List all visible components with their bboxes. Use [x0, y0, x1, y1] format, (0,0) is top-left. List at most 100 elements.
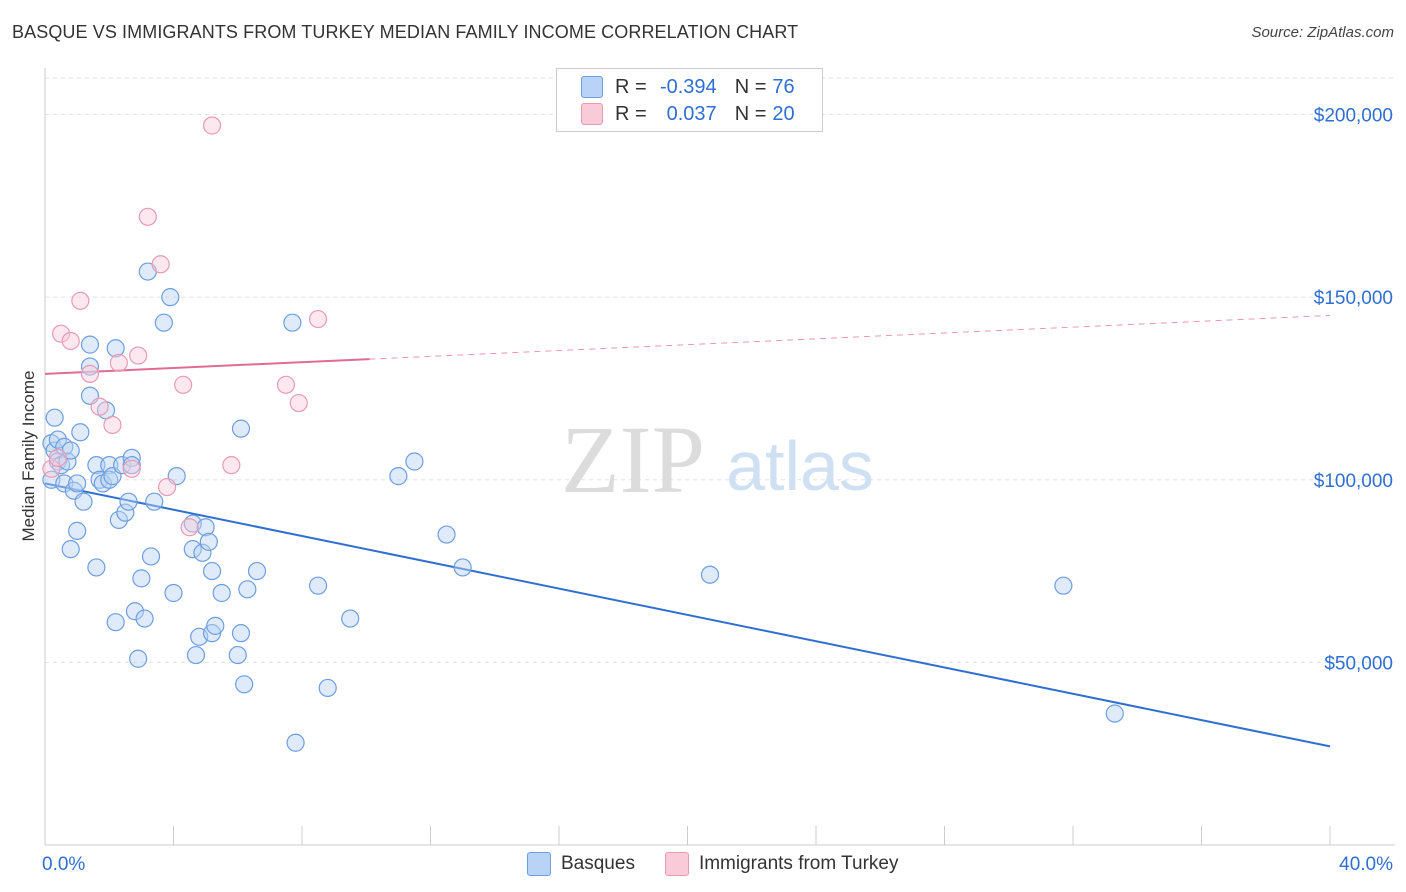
point-basques — [283, 313, 302, 332]
point-basques — [437, 525, 456, 544]
point-basques — [1105, 704, 1124, 723]
point-basques — [235, 675, 254, 694]
point-turkey — [308, 309, 328, 329]
y-tick-label: $50,000 — [1324, 653, 1393, 674]
legend-n-value: 76 — [772, 75, 795, 98]
point-basques — [196, 518, 215, 537]
point-basques — [132, 569, 151, 588]
legend-r-label: R = — [615, 102, 647, 125]
point-basques — [164, 583, 183, 603]
point-basques — [161, 288, 180, 307]
point-basques — [58, 452, 77, 471]
point-basques — [141, 547, 161, 566]
legend-r-value: 0.037 — [666, 102, 717, 125]
point-basques — [453, 558, 472, 577]
point-basques — [247, 561, 267, 581]
trend-lines — [44, 314, 1331, 748]
axes-layer — [44, 68, 1395, 846]
legend-swatch-blue — [581, 76, 603, 98]
point-turkey — [122, 459, 141, 478]
point-basques — [109, 510, 128, 530]
trend-line-solid-1 — [44, 358, 370, 375]
point-basques — [389, 467, 408, 486]
point-basques — [286, 733, 305, 752]
point-basques — [68, 474, 87, 493]
y-tick-label: $100,000 — [1314, 471, 1393, 492]
basques-swatch — [527, 852, 551, 876]
point-turkey — [109, 353, 128, 372]
legend-row-turkey: R = 0.037 N = 20 — [581, 101, 795, 127]
point-basques — [212, 583, 231, 603]
point-basques — [1054, 576, 1073, 595]
point-basques — [45, 408, 64, 427]
legend-r-label: R = — [615, 75, 647, 98]
point-basques — [112, 456, 132, 475]
point-turkey — [51, 324, 71, 343]
turkey-swatch — [664, 852, 689, 876]
x-tick-label-min: 0.0% — [42, 854, 85, 875]
point-basques — [80, 335, 100, 354]
point-basques — [199, 532, 218, 551]
point-basques — [341, 609, 360, 628]
legend-row-basques: R = -0.394 N = 76 — [581, 74, 795, 100]
point-basques — [135, 609, 154, 628]
point-turkey — [42, 459, 61, 478]
point-basques — [87, 558, 106, 577]
point-basques — [87, 456, 106, 475]
point-basques — [202, 561, 222, 581]
point-basques — [106, 339, 125, 358]
point-turkey — [276, 375, 296, 394]
point-basques — [61, 540, 80, 559]
point-basques — [119, 492, 138, 511]
point-basques — [183, 540, 202, 559]
point-turkey — [138, 207, 157, 226]
point-turkey — [180, 518, 199, 537]
point-turkey — [289, 393, 308, 413]
point-basques — [228, 645, 247, 665]
point-basques — [100, 456, 119, 475]
point-basques — [74, 492, 93, 511]
legend-r-value: -0.394 — [659, 75, 717, 98]
point-turkey — [90, 397, 109, 416]
point-basques — [71, 423, 90, 442]
trend-line-dashed-1 — [369, 314, 1331, 360]
trend-line-0 — [44, 482, 1331, 748]
y-tick-label: $150,000 — [1314, 288, 1393, 309]
watermark: ZIP atlas — [561, 406, 874, 513]
y-axis-label: Median Family Income — [19, 370, 38, 541]
point-basques — [116, 503, 135, 522]
point-basques — [125, 602, 145, 621]
point-basques — [68, 521, 87, 540]
point-basques — [318, 678, 337, 698]
basques-label: Basques — [561, 853, 635, 874]
point-turkey — [151, 255, 170, 274]
point-basques — [700, 565, 720, 584]
point-basques — [145, 492, 164, 511]
watermark-zip: ZIP — [561, 406, 705, 513]
legend-n-label: N = — [734, 75, 767, 98]
point-basques — [231, 419, 251, 438]
point-basques — [308, 576, 328, 595]
point-turkey — [48, 448, 67, 467]
legend-swatch-pink — [581, 103, 603, 125]
point-turkey — [80, 364, 100, 383]
points-layer — [42, 116, 1124, 752]
point-basques — [186, 645, 206, 665]
y-tick-label: $200,000 — [1314, 106, 1393, 127]
correlation-legend: R = -0.394 N = 76 R = 0.037 N = 20 — [556, 68, 823, 132]
legend-item-basques[interactable]: Basques — [527, 852, 635, 876]
point-basques — [154, 313, 173, 332]
point-basques — [48, 430, 67, 449]
point-turkey — [157, 477, 177, 497]
tick-labels: $50,000 $100,000 $150,000 $200,000 0.0% 40.0% — [42, 106, 1393, 875]
point-basques — [206, 616, 225, 635]
point-turkey — [103, 415, 122, 435]
series-legend: Basques Immigrants from Turkey — [527, 852, 929, 876]
point-turkey — [129, 346, 148, 365]
point-basques — [55, 474, 74, 493]
chart-title: BASQUE VS IMMIGRANTS FROM TURKEY MEDIAN … — [12, 22, 799, 42]
point-basques — [405, 452, 424, 471]
source-label: Source: ZipAtlas.com — [1251, 24, 1394, 41]
legend-item-turkey[interactable]: Immigrants from Turkey — [664, 852, 899, 876]
